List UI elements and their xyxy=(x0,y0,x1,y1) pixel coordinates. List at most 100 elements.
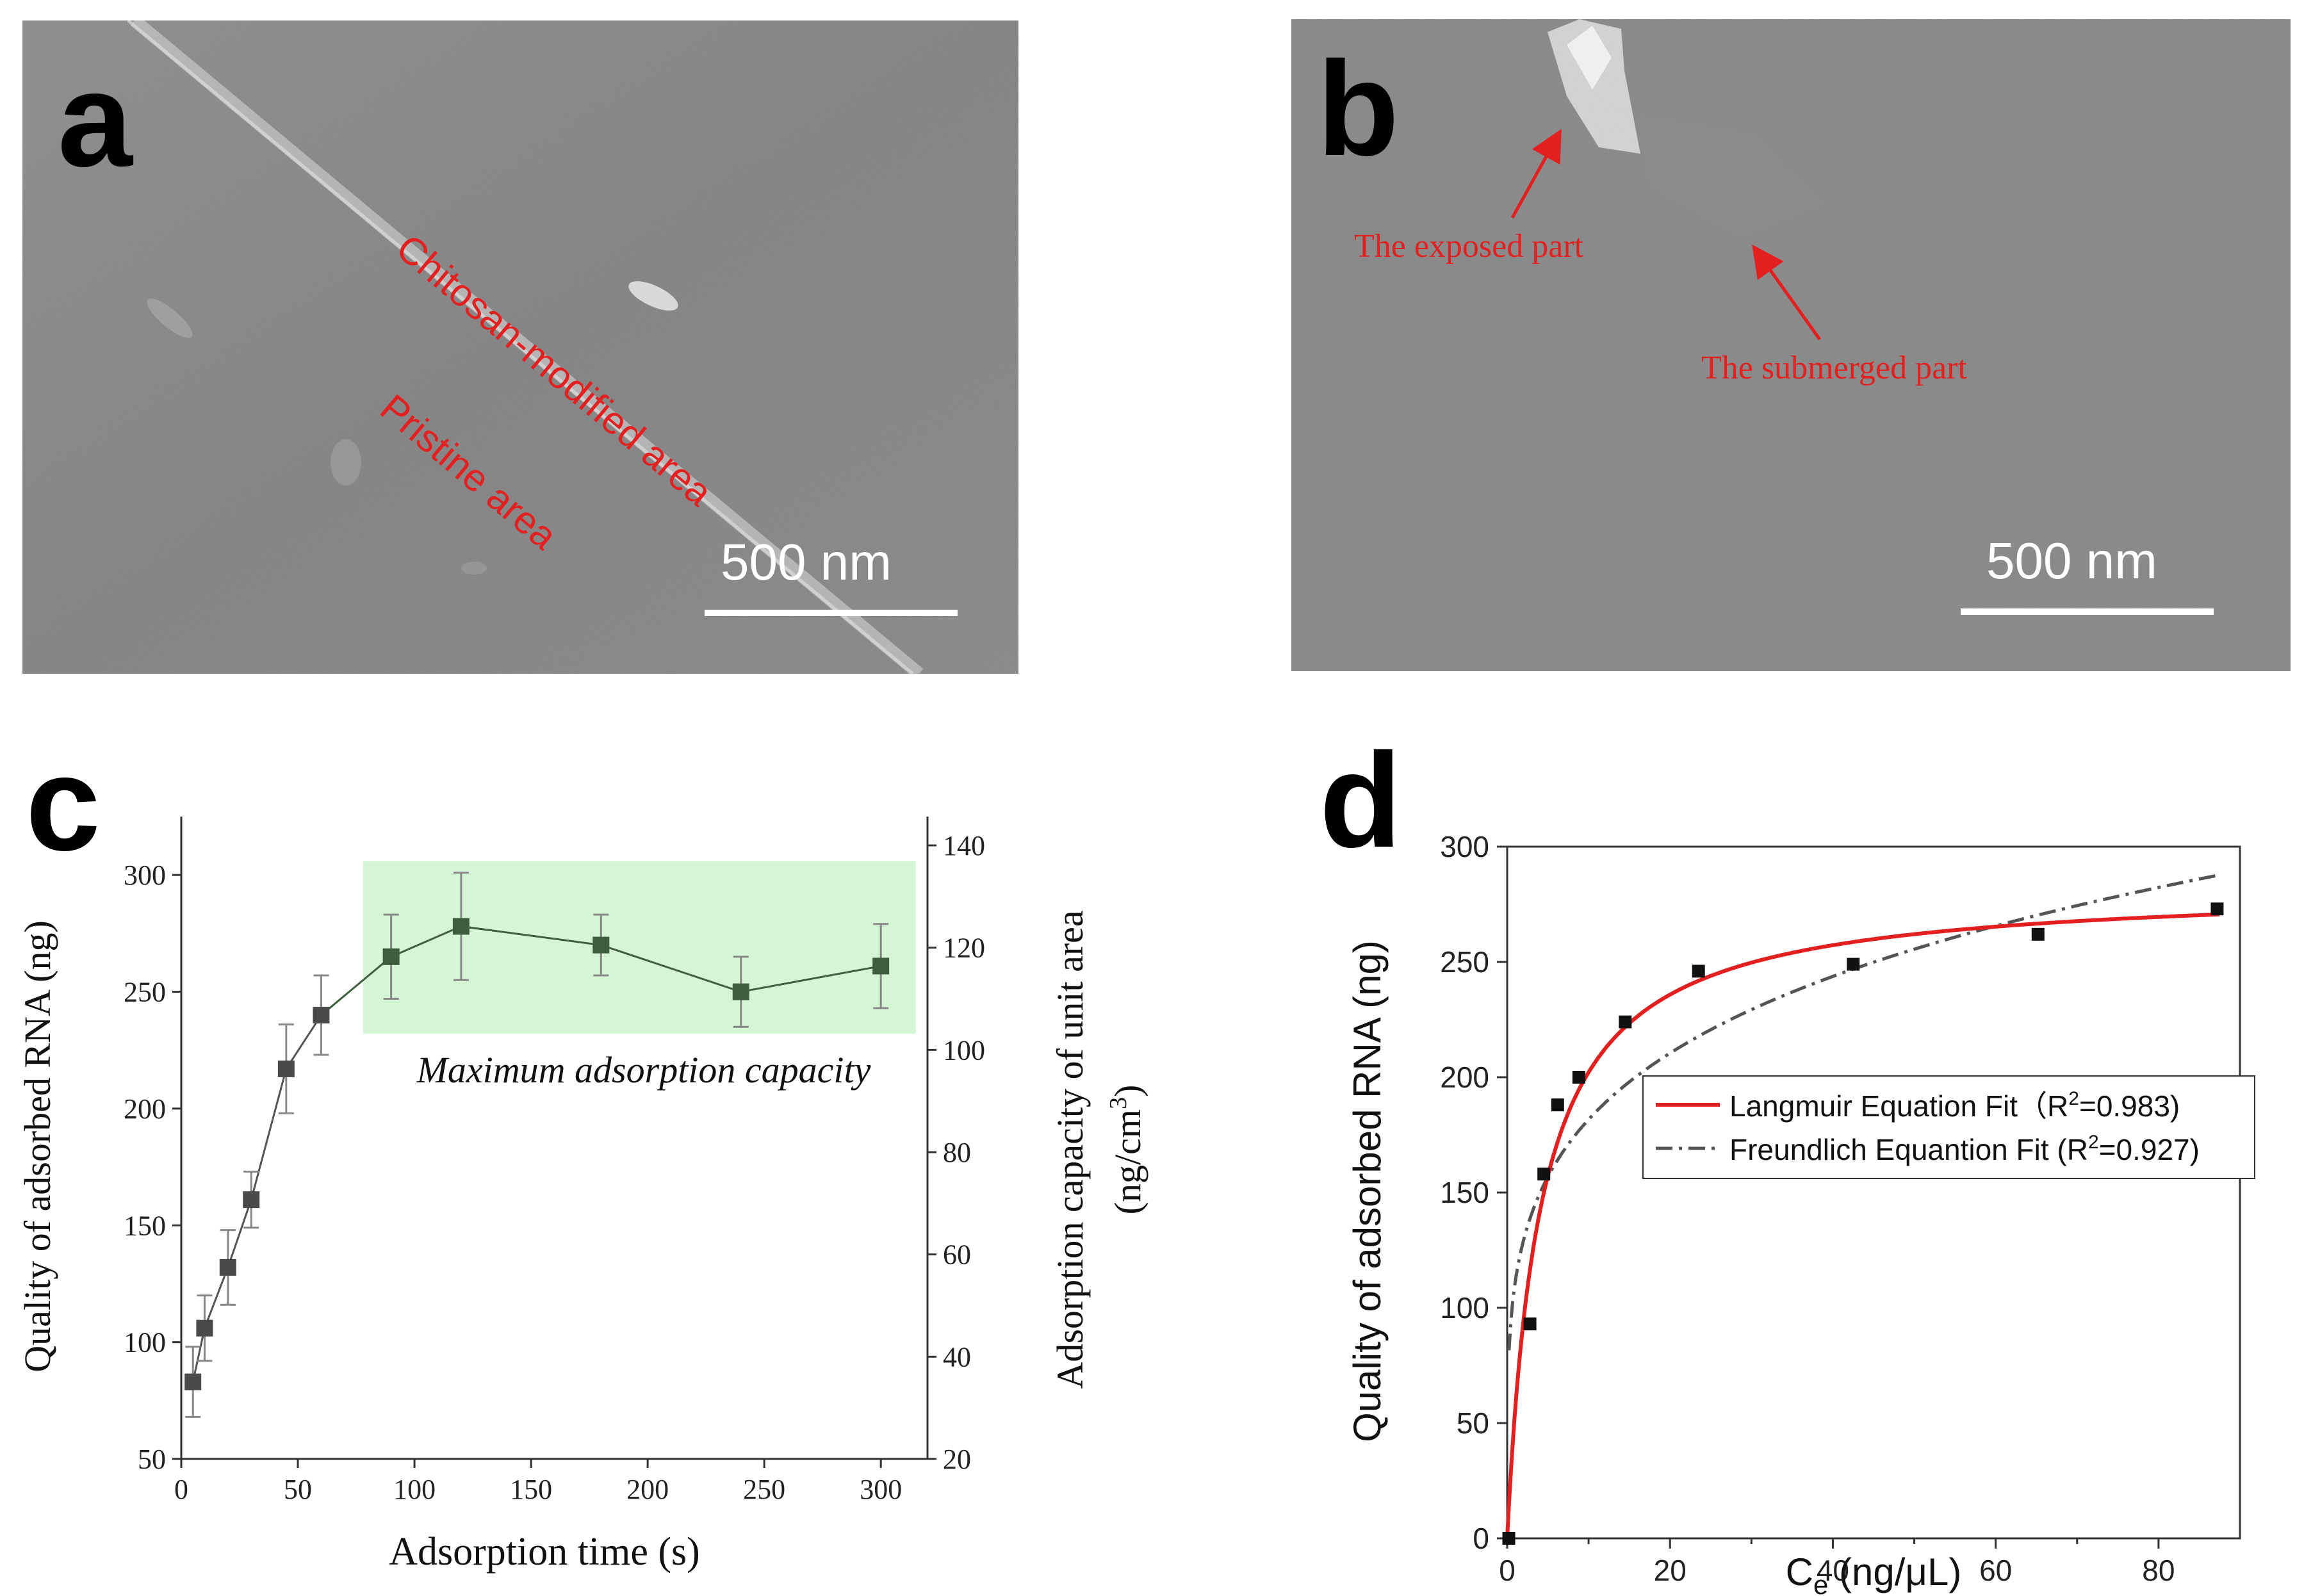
panel-letter-b: b xyxy=(1317,33,1400,184)
y-tick-label: 200 xyxy=(1440,1061,1489,1094)
panel-letter-a: a xyxy=(58,44,133,195)
y2-tick-label: 40 xyxy=(943,1341,971,1372)
y-tick-label: 150 xyxy=(1440,1176,1489,1209)
y2-tick-label: 140 xyxy=(943,830,985,861)
data-point xyxy=(1692,965,1705,978)
data-point xyxy=(1537,1168,1551,1181)
data-point xyxy=(872,957,890,975)
series-segment xyxy=(227,1199,252,1268)
y2-tick-label: 120 xyxy=(943,932,985,964)
data-point xyxy=(1619,1015,1632,1029)
x-tick-label: 0 xyxy=(174,1474,188,1505)
y2-axis-label-c-line2: (ng/cm3) xyxy=(1105,1085,1148,1215)
series-segment xyxy=(740,965,881,993)
plot-frame-d xyxy=(1506,845,2241,1540)
data-point xyxy=(452,918,470,935)
scale-bar-a xyxy=(705,610,958,616)
sem-texture-b xyxy=(1291,19,2291,671)
annotation-arrows-b xyxy=(1510,129,1822,341)
y-tick-label: 300 xyxy=(124,859,166,891)
ridge-line xyxy=(130,20,924,674)
legend-langmuir-r2-prefix: （R xyxy=(2018,1089,2068,1123)
data-point xyxy=(382,948,400,965)
data-point xyxy=(196,1319,213,1337)
legend-entry-langmuir: Langmuir Equation Fit（R2=0.983) xyxy=(1729,1088,2180,1123)
sem-image-b: b The exposed part The submerged part 50… xyxy=(1291,19,2291,671)
x-label-unit: (ng/μL) xyxy=(1828,1551,1961,1593)
scale-bar-label-b: 500 nm xyxy=(1986,532,2157,589)
series-segment xyxy=(285,1014,322,1070)
x-tick-label: 0 xyxy=(1499,1554,1516,1587)
sem-image-a: a Chitosan-modified area Pristine area 5… xyxy=(22,20,1018,674)
data-point xyxy=(2031,927,2045,941)
data-point xyxy=(1572,1071,1585,1084)
panel-letter-d: d xyxy=(1319,725,1402,875)
y-tick-label: 0 xyxy=(1473,1522,1489,1555)
x-axis-label-c: Adsorption time (s) xyxy=(389,1530,700,1574)
legend-entry-freundlich: Freundlich Equantion Fit (R2=0.927) xyxy=(1729,1132,2200,1166)
y-tick-label: 150 xyxy=(124,1210,166,1241)
y2-tick-label: 100 xyxy=(943,1034,985,1066)
particle xyxy=(628,281,678,311)
arrow-exposed xyxy=(1510,129,1562,219)
y2-label-sup: 3 xyxy=(1105,1097,1132,1109)
series-segment xyxy=(461,925,601,947)
data-point xyxy=(313,1007,330,1024)
x-tick-label: 150 xyxy=(510,1474,552,1505)
series-segment xyxy=(600,944,742,993)
x-label-subscript: e xyxy=(1813,1570,1828,1596)
data-point xyxy=(1523,1317,1537,1331)
series-segment xyxy=(250,1068,288,1200)
data-point xyxy=(1847,957,1860,971)
data-point xyxy=(277,1060,295,1077)
x-axis-label-d: Ce (ng/μL) xyxy=(1786,1551,1962,1596)
label-exposed-part: The exposed part xyxy=(1354,228,1584,265)
y-axis-label-d: Quality of adsorbed RNA (ng) xyxy=(1346,940,1389,1442)
highlight-band xyxy=(363,861,916,1034)
legend-box xyxy=(1642,1075,2255,1179)
x-tick-label: 100 xyxy=(393,1474,436,1505)
legend-freundlich-name: Freundlich Equantion Fit xyxy=(1729,1133,2049,1166)
scale-bar-label-a: 500 nm xyxy=(721,533,892,590)
series-segment xyxy=(204,1267,229,1329)
y-tick-label: 250 xyxy=(1440,945,1489,979)
y2-axis-label-c-line1: Adsorption capacity of unit area xyxy=(1049,910,1091,1388)
chart-panel-c: c 0 50 100 150 200 250 300 50 100 150 200 250 300 20 4… xyxy=(0,704,1153,1596)
x-tick-label: 40 xyxy=(1817,1554,1849,1587)
scale-bar-b xyxy=(1961,608,2214,615)
y-tick-label: 50 xyxy=(138,1444,166,1475)
data-point xyxy=(592,936,610,954)
data-point xyxy=(732,983,749,1000)
x-label-symbol: C xyxy=(1786,1551,1813,1593)
y-tick-label: 250 xyxy=(124,977,166,1008)
y2-tick-label: 60 xyxy=(943,1239,971,1271)
y2-tick-label: 20 xyxy=(943,1444,971,1475)
data-point xyxy=(184,1373,202,1390)
chart-panel-d: d 0 20 40 60 80 0 50 100 150 200 250 300 Langmuir E… xyxy=(1204,704,2304,1596)
legend-freundlich-r2-prefix: (R xyxy=(2049,1133,2088,1166)
annotation-max-capacity: Maximum adsorption capacity xyxy=(416,1049,871,1091)
y-tick-label: 100 xyxy=(124,1327,166,1358)
data-point xyxy=(219,1258,236,1276)
y-tick-label: 100 xyxy=(1440,1291,1489,1324)
legend-freundlich-r2-sup: 2 xyxy=(2088,1132,2099,1153)
legend-langmuir-r2-value: =0.983) xyxy=(2079,1089,2180,1123)
y2-label-unit: (ng/cm xyxy=(1107,1109,1148,1214)
y2-tick-label: 80 xyxy=(943,1137,971,1168)
legend-langmuir-r2-sup: 2 xyxy=(2068,1088,2079,1109)
chart-d: 0 20 40 60 80 0 50 100 150 200 250 300 Langmuir Equ… xyxy=(1346,830,2255,1596)
x-tick-label: 50 xyxy=(284,1474,312,1505)
y-tick-label: 50 xyxy=(1457,1406,1489,1440)
sem-texture-a xyxy=(22,20,1018,674)
x-tick-label: 60 xyxy=(1979,1554,2012,1587)
legend-d: Langmuir Equation Fit（R2=0.983) Freundli… xyxy=(1642,1075,2255,1179)
chart-c: 0 50 100 150 200 250 300 50 100 150 200 250 300 20 40 6… xyxy=(17,817,1148,1574)
x-tick-label: 20 xyxy=(1654,1554,1687,1587)
series-segment xyxy=(192,1328,206,1382)
langmuir-fit-line xyxy=(1505,912,2220,1537)
data-point xyxy=(2210,902,2224,916)
y-axis-label-c: Quality of adsorbed RNA (ng) xyxy=(17,920,58,1372)
y-tick-label: 200 xyxy=(124,1093,166,1125)
x-tick-label: 300 xyxy=(860,1474,902,1505)
y2-label-close: ) xyxy=(1107,1085,1148,1097)
